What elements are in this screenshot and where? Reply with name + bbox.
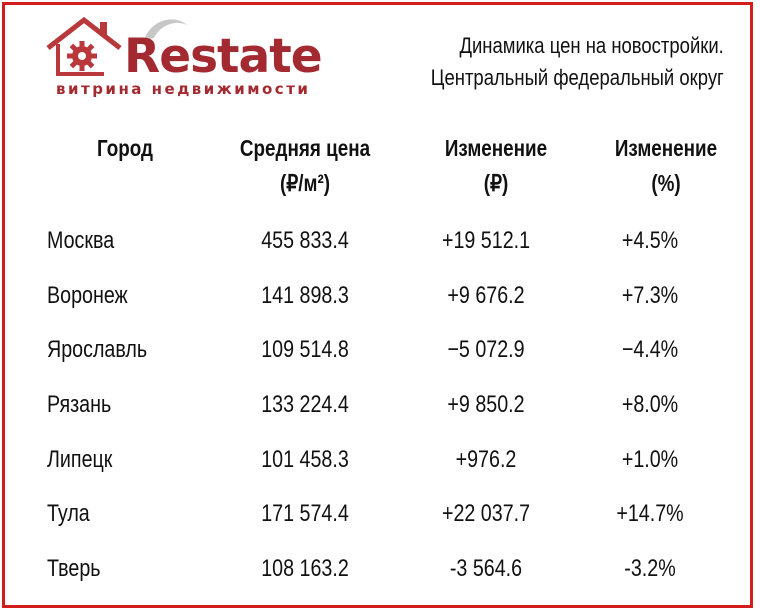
table-row: Воронеж 141 898.3 +9 676.2 +7.3% [0, 279, 760, 313]
cell-city: Рязань [47, 391, 112, 418]
cell-price: 133 224.4 [261, 391, 349, 418]
cell-change-pct: -3.2% [624, 555, 676, 582]
cell-price: 141 898.3 [261, 282, 349, 309]
cell-change-abs: -3 564.6 [449, 555, 523, 582]
cell-change-abs: +22 037.7 [441, 500, 531, 527]
cell-city: Ярославль [47, 336, 148, 363]
cell-change-pct: +8.0% [621, 391, 679, 418]
table-row: Тверь 108 163.2 -3 564.6 -3.2% [0, 552, 760, 586]
cell-city: Москва [47, 227, 115, 254]
title-line-1: Динамика цен на новостройки. [459, 33, 724, 58]
house-gear-icon [46, 16, 122, 76]
table-row: Москва 455 833.4 +19 512.1 +4.5% [0, 224, 760, 258]
logo-tagline: витрина недвижимости [56, 80, 311, 98]
page-title: Динамика цен на новостройки. Центральный… [431, 30, 724, 94]
cell-price: 108 163.2 [261, 555, 349, 582]
title-line-2: Центральный федеральный округ [430, 65, 724, 90]
logo-wordmark: Restate [124, 29, 323, 84]
swoosh-icon [144, 19, 188, 40]
cell-change-pct: +14.7% [616, 500, 684, 527]
header-change-abs-line-2: (₽) [483, 170, 509, 196]
header-price-line-2: (₽/м²) [279, 170, 331, 196]
cell-city: Воронеж [47, 282, 128, 309]
restate-logo[interactable]: Restate витрина недвижимости [44, 14, 323, 100]
cell-price: 101 458.3 [261, 446, 349, 473]
header-city: Город [96, 135, 154, 161]
cell-change-pct: +4.5% [621, 227, 679, 254]
table-row: Ярославль 109 514.8 −5 072.9 −4.4% [0, 333, 760, 367]
cell-price: 171 574.4 [261, 500, 349, 527]
cell-price: 109 514.8 [261, 336, 349, 363]
cell-city: Тула [47, 500, 90, 527]
cell-change-pct: −4.4% [621, 336, 679, 363]
cell-city: Тверь [47, 555, 101, 582]
cell-change-abs: +19 512.1 [441, 227, 531, 254]
card-frame [2, 2, 753, 608]
header-change-abs-line-1: Изменение [444, 135, 548, 161]
cell-price: 455 833.4 [261, 227, 349, 254]
cell-change-pct: +7.3% [621, 282, 679, 309]
header-price-line-1: Средняя цена [239, 135, 371, 161]
cell-change-abs: +976.2 [455, 446, 517, 473]
table-row: Рязань 133 224.4 +9 850.2 +8.0% [0, 388, 760, 422]
header-change-pct-line-1: Изменение [614, 135, 718, 161]
cell-city: Липецк [47, 446, 113, 473]
cell-change-abs: −5 072.9 [447, 336, 525, 363]
cell-change-abs: +9 850.2 [447, 391, 525, 418]
table-row: Липецк 101 458.3 +976.2 +1.0% [0, 443, 760, 477]
table-row: Тула 171 574.4 +22 037.7 +14.7% [0, 497, 760, 531]
cell-change-pct: +1.0% [621, 446, 679, 473]
header-change-pct-line-2: (%) [651, 170, 681, 196]
cell-change-abs: +9 676.2 [447, 282, 525, 309]
